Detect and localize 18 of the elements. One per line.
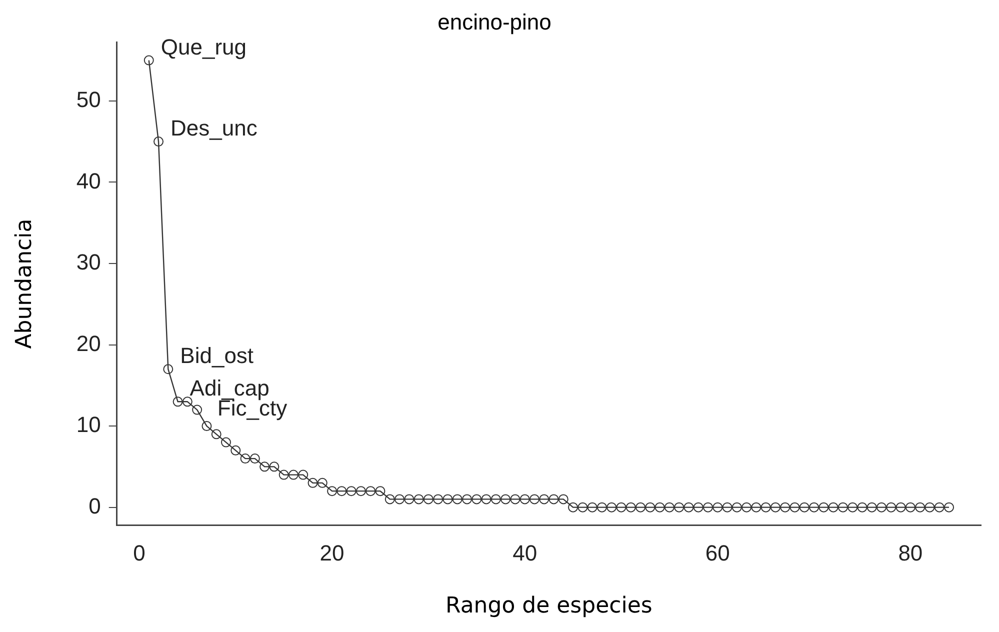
- annotation: Adi_cap: [190, 376, 270, 401]
- y-tick-label: 40: [76, 168, 101, 194]
- y-tick-label: 20: [76, 330, 101, 356]
- chart-title: encino-pino: [438, 9, 552, 34]
- x-tick-label: 0: [133, 540, 146, 566]
- x-tick-label: 40: [512, 540, 538, 566]
- annotation: Des_unc: [170, 116, 258, 141]
- annotation: Bid_ost: [180, 343, 254, 368]
- annotation: Que_rug: [160, 34, 246, 60]
- x-axis-title: Rango de especies: [446, 594, 652, 619]
- x-tick-label: 60: [705, 540, 730, 566]
- y-tick-label: 0: [88, 493, 101, 518]
- x-tick-label: 80: [898, 540, 923, 566]
- y-tick-label: 10: [76, 412, 101, 438]
- x-tick-label: 20: [320, 540, 344, 566]
- y-tick-label: 50: [76, 86, 101, 112]
- y-tick-label: 30: [76, 250, 101, 275]
- y-axis-title: Abundancia: [12, 218, 37, 349]
